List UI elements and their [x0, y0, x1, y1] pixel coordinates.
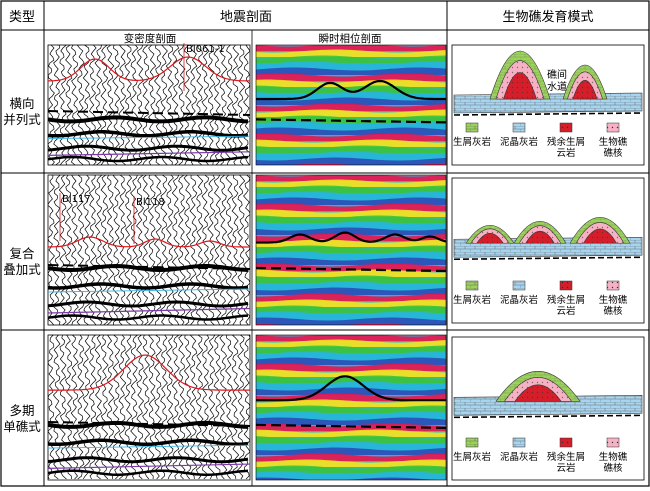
seismic-traces: [48, 175, 250, 325]
variable-density-section: Bl117 Bl118: [47, 174, 251, 326]
reef-base-horizon: [256, 423, 446, 429]
legend-label: 泥晶灰岩: [500, 294, 538, 306]
instantaneous-phase-section: [255, 174, 447, 326]
legend-label: 生屑灰岩: [453, 294, 491, 306]
variable-density-section: Bl061-1: [47, 43, 251, 166]
reef-top-horizon: [256, 231, 446, 244]
row-type-label: 复合叠加式: [3, 246, 41, 277]
reef-base-horizon: [48, 264, 250, 270]
legend-label: 生物礁礁核: [599, 294, 628, 317]
reef-base-horizon: [256, 266, 446, 273]
legend-label: 泥晶灰岩: [500, 136, 538, 148]
header-type: 类型: [9, 10, 35, 25]
model-annotation: 礁间水道: [547, 68, 567, 93]
header-model: 生物礁发育模式: [502, 9, 593, 25]
reef-top-horizon: [48, 354, 250, 391]
well-label: Bl061-1: [186, 44, 225, 55]
subheader-variable-density: 变密度剖面: [124, 32, 177, 45]
header-seismic: 地震剖面: [220, 10, 272, 25]
reef-base-horizon: [48, 421, 250, 427]
row-type-label: 多期单礁式: [3, 403, 41, 434]
legend-label: 生屑灰岩: [453, 451, 491, 463]
reef-top-horizon: [48, 236, 250, 248]
instantaneous-phase-section: [255, 334, 447, 481]
seismic-traces: [48, 45, 250, 165]
legend-label: 残余生屑云岩: [547, 451, 585, 474]
legend-label: 生物礁礁核: [599, 136, 628, 159]
seismic-traces: [48, 335, 250, 480]
legend-label: 泥晶灰岩: [500, 451, 538, 463]
instantaneous-phase-section: [255, 44, 447, 166]
phase-bands: [256, 45, 446, 165]
phase-bands: [256, 335, 446, 480]
well-label: Bl118: [136, 197, 165, 208]
well-label: Bl117: [62, 194, 91, 205]
legend-label: 残余生屑云岩: [547, 136, 585, 159]
reef-top-horizon: [256, 375, 446, 402]
subheader-instantaneous-phase: 瞬时相位剖面: [319, 32, 382, 45]
reef-base-horizon: [256, 118, 446, 124]
reef-base-horizon: [48, 110, 250, 116]
reef-top-horizon: [256, 79, 446, 101]
variable-density-section: [47, 334, 251, 481]
legend-label: 生屑灰岩: [453, 136, 491, 148]
legend-label: 生物礁礁核: [599, 451, 628, 474]
reef-top-horizon: [48, 56, 250, 82]
phase-bands: [256, 175, 446, 325]
row-type-label: 横向并列式: [3, 96, 41, 127]
legend-label: 残余生屑云岩: [547, 294, 585, 317]
